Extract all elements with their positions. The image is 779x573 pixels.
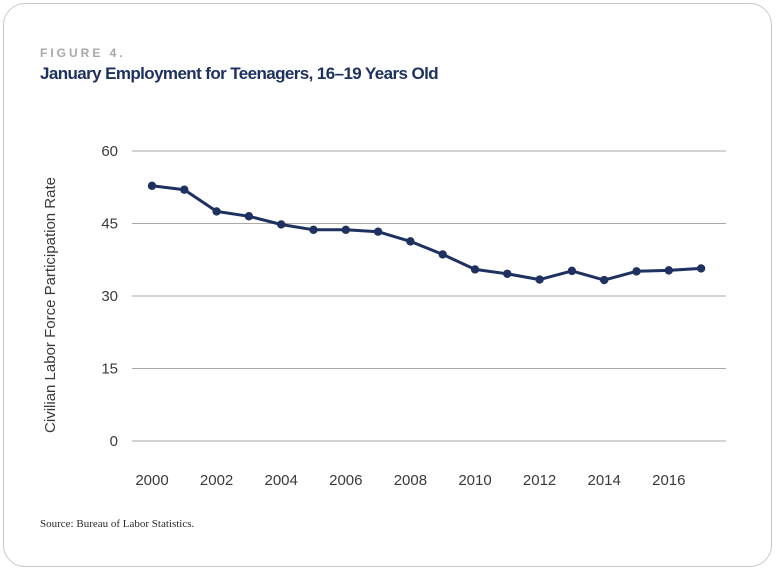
y-tick-label: 0	[110, 433, 118, 450]
data-point-2009	[438, 250, 447, 259]
x-tick-label: 2002	[200, 472, 233, 489]
chart-title: January Employment for Teenagers, 16–19 …	[40, 64, 439, 83]
y-axis-ticks: 0 15 30 45 60	[101, 143, 118, 450]
data-point-2006	[341, 225, 350, 234]
data-series	[147, 181, 706, 285]
y-tick-label: 30	[101, 288, 118, 305]
data-point-2003	[244, 212, 254, 221]
data-point-2010	[470, 265, 480, 274]
x-tick-label: 2000	[135, 472, 168, 489]
x-tick-label: 2010	[458, 472, 491, 489]
data-point-2014	[600, 275, 609, 285]
data-point-2011	[503, 269, 512, 278]
data-point-2015	[632, 267, 641, 276]
series-line	[150, 184, 703, 282]
data-point-2000	[147, 181, 157, 190]
data-point-2007	[373, 227, 383, 236]
data-point-2016	[664, 266, 673, 275]
data-point-2005	[309, 225, 318, 234]
x-tick-label: 2012	[523, 472, 556, 489]
y-tick-label: 60	[101, 143, 118, 160]
data-point-2004	[277, 220, 286, 229]
x-tick-label: 2008	[394, 472, 427, 489]
figure-number: FIGURE 4.	[40, 46, 126, 60]
data-point-2017	[696, 264, 706, 273]
y-tick-label: 45	[101, 216, 118, 233]
x-tick-label: 2014	[588, 472, 621, 489]
y-tick-label: 15	[101, 361, 118, 378]
x-tick-label: 2016	[652, 472, 685, 489]
x-tick-label: 2004	[265, 472, 298, 489]
data-point-2002	[212, 207, 221, 216]
source-note: Source: Bureau of Labor Statistics.	[40, 518, 195, 530]
gridlines	[132, 150, 726, 442]
y-axis-title: Civilian Labor Force Participation Rate	[42, 177, 59, 433]
data-point-2012	[535, 275, 544, 284]
data-point-2001	[180, 185, 189, 194]
data-point-2013	[567, 266, 577, 276]
data-point-2008	[406, 237, 415, 246]
x-tick-label: 2006	[329, 472, 362, 489]
figure-card	[3, 3, 772, 567]
x-axis-ticks: 2000 2002 2004 2006 2008 2010 2012 2014 2016	[135, 472, 685, 489]
